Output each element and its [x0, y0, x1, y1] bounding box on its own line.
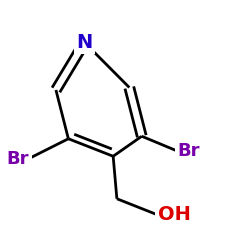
- Text: OH: OH: [158, 206, 191, 225]
- Text: Br: Br: [178, 142, 200, 160]
- Text: Br: Br: [6, 150, 28, 168]
- Text: N: N: [76, 33, 93, 52]
